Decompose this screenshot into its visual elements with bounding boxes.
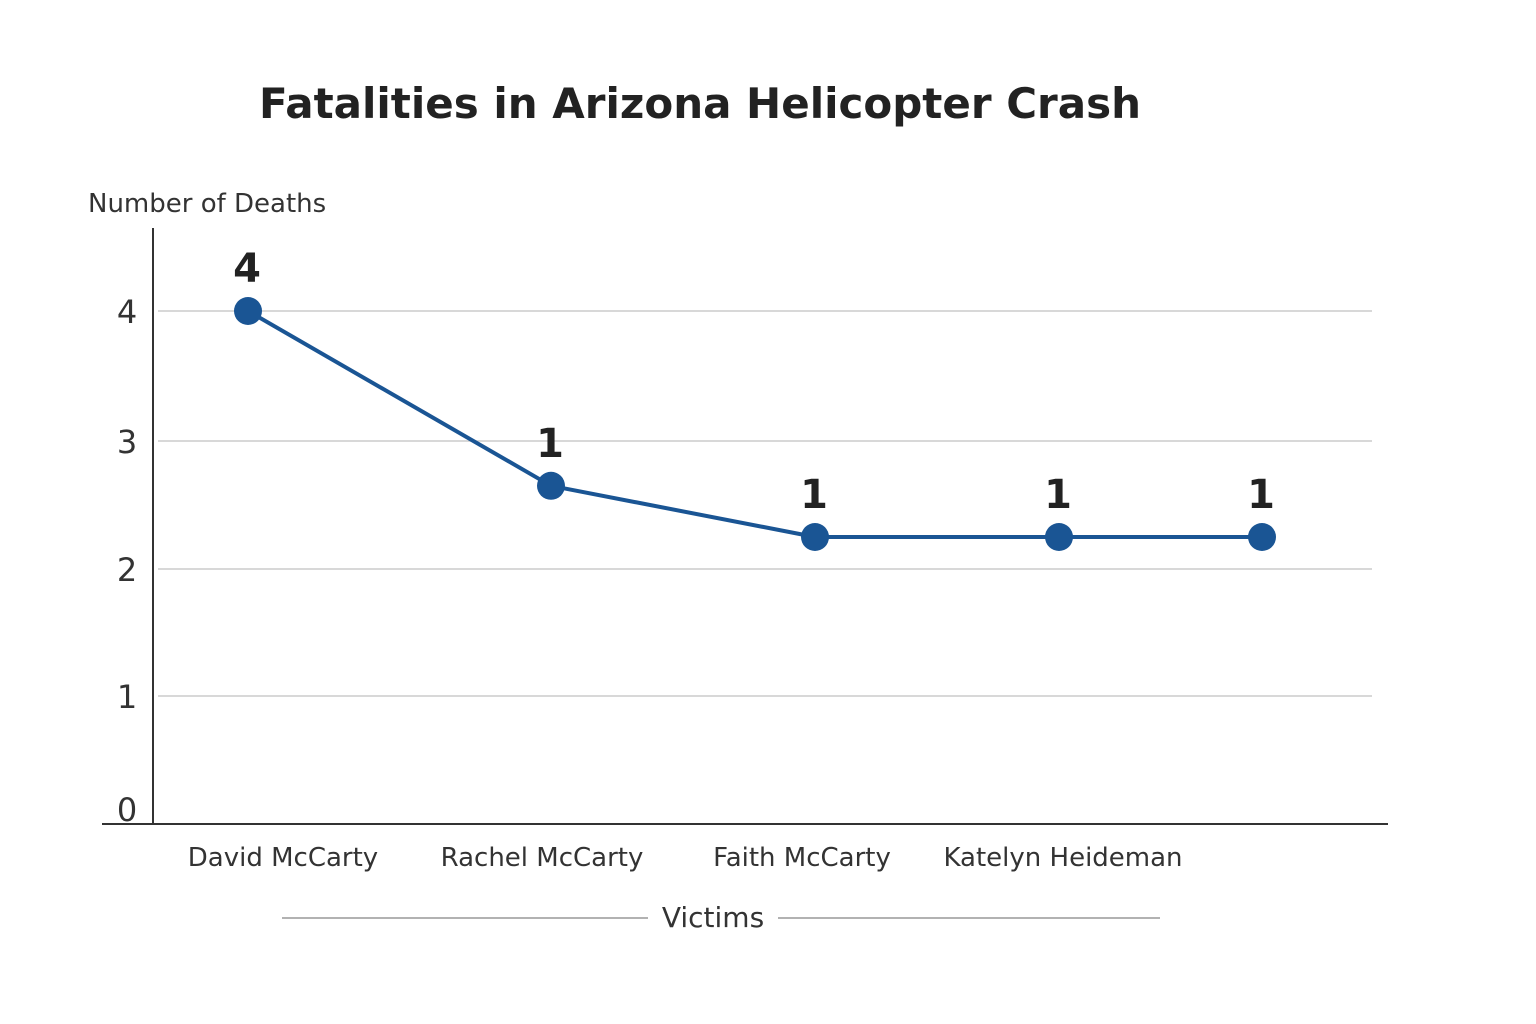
x-tick-labels: David McCarty Rachel McCarty Faith McCarty… xyxy=(188,843,1183,873)
y-tick-4: 4 xyxy=(117,293,137,331)
data-point-4 xyxy=(1045,523,1073,551)
series-deaths: 4 1 1 1 1 xyxy=(233,246,1276,551)
y-tick-2: 2 xyxy=(117,551,137,589)
x-tick-rachel-mccarty: Rachel McCarty xyxy=(441,843,644,873)
data-label-1: 4 xyxy=(233,246,261,292)
chart-title: Fatalities in Arizona Helicopter Crash xyxy=(259,79,1141,128)
y-axis-label: Number of Deaths xyxy=(88,189,326,219)
data-point-2 xyxy=(537,471,565,500)
data-label-4: 1 xyxy=(1044,472,1072,518)
series-line xyxy=(247,309,1262,539)
data-label-2: 1 xyxy=(536,421,564,467)
data-label-3: 1 xyxy=(800,472,828,518)
x-tick-faith-mccarty: Faith McCarty xyxy=(713,843,891,873)
data-point-1 xyxy=(234,297,262,325)
x-axis-label: Victims xyxy=(662,901,764,934)
y-tick-3: 3 xyxy=(117,423,137,461)
data-point-3 xyxy=(801,523,829,551)
y-tick-labels: 0 1 2 3 4 xyxy=(117,293,137,829)
y-tick-0: 0 xyxy=(117,791,137,829)
x-tick-david-mccarty: David McCarty xyxy=(188,843,378,873)
gridlines xyxy=(158,310,1372,697)
data-point-5 xyxy=(1248,523,1276,551)
x-tick-katelyn-heideman: Katelyn Heideman xyxy=(943,843,1182,873)
y-tick-1: 1 xyxy=(117,678,137,716)
data-label-5: 1 xyxy=(1247,472,1275,518)
